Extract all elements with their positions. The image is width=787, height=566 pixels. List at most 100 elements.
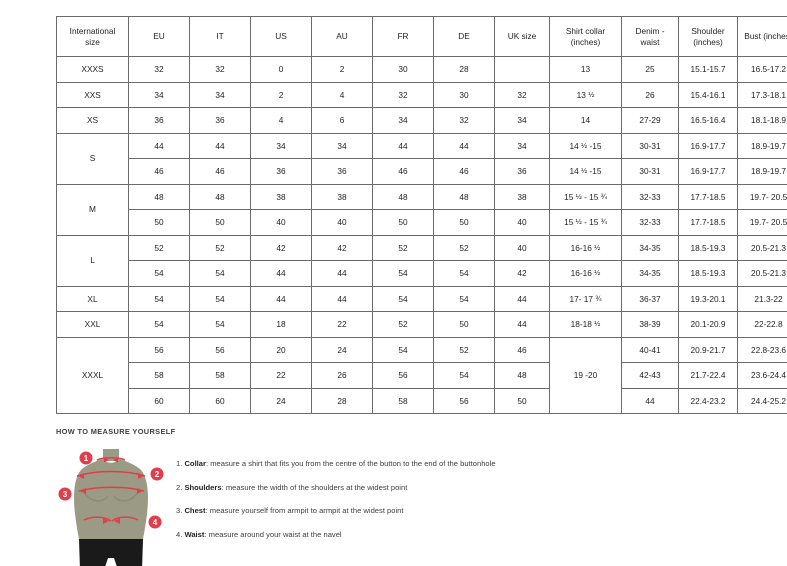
- cell-denim: 38-39: [621, 311, 679, 338]
- cell-uk: 50: [494, 387, 550, 414]
- cell-us: 2: [250, 81, 312, 108]
- cell-de: 52: [433, 234, 495, 261]
- cell-de: 46: [433, 158, 495, 185]
- cell-it: 48: [189, 183, 251, 210]
- table-row: XXXL 56 56 20 24 54 52 46 19 -20 40-41 20.9-21.7 22…: [56, 336, 787, 414]
- cell-shirt-collar: 16-16 ½: [549, 234, 622, 261]
- size-table-container: International size EU IT US AU FR DE UK …: [56, 16, 787, 414]
- step-number: 4.: [176, 529, 185, 539]
- cell-uk: 34: [494, 107, 550, 134]
- cell-us: 18: [250, 311, 312, 338]
- cell-bust: 23.6-24.4: [737, 362, 787, 389]
- cell-it: 50: [189, 209, 251, 236]
- fraction-glyph: ½: [581, 140, 588, 150]
- step-number: 1.: [176, 459, 185, 468]
- header-line-1: Shoulder: [691, 26, 725, 37]
- column-header-it: IT: [189, 16, 251, 57]
- cell-shoulder: 20.1-20.9: [678, 311, 738, 338]
- cell-de: 30: [433, 81, 495, 108]
- fraction-glyph: ¾: [600, 217, 607, 227]
- cell-au: 28: [311, 387, 373, 414]
- cell-us: 44: [250, 285, 312, 312]
- cell-shoulder: 16.9-17.7: [678, 132, 738, 159]
- cell-bust: 21.3-22: [737, 285, 787, 312]
- cell-fr: 54: [372, 336, 434, 363]
- cell-uk: 38: [494, 183, 550, 210]
- cell-de: 50: [433, 311, 495, 338]
- fraction-glyph: ½: [588, 89, 595, 99]
- cell-international-size: S: [56, 132, 129, 185]
- column-header-de: DE: [433, 16, 495, 57]
- chest-contour-right: [113, 491, 139, 502]
- step-number: 3.: [176, 506, 185, 516]
- cell-shirt-collar: 19 -20: [549, 336, 622, 414]
- cell-shirt-collar: 14 ½ -15: [549, 158, 622, 185]
- cell-international-size: XXXL: [56, 336, 129, 414]
- cell-uk: 34: [494, 132, 550, 159]
- step-text: : measure the width of the shoulders at …: [221, 482, 408, 492]
- table-row: 58 58 22 26 56 54 48 42-43 21.7-22.4 23.6-24.4: [57, 362, 787, 389]
- cell-eu: 56: [128, 336, 190, 363]
- cell-de: 54: [433, 260, 495, 287]
- cell-us: 36: [250, 158, 312, 185]
- cell-de: 48: [433, 183, 495, 210]
- cell-it: 46: [189, 158, 251, 185]
- table-row: XXL 54 54 18 22 52 50 44 18-18 ½ 38-39 20.1-20.9 22…: [56, 311, 787, 338]
- cell-fr: 44: [372, 132, 434, 159]
- cell-au: 44: [311, 285, 373, 312]
- cell-bust: 20.5-21.3: [737, 260, 787, 287]
- fraction-glyph: ½: [575, 191, 582, 201]
- step-text: : measure around your waist at the navel: [204, 529, 342, 539]
- cell-denim: 30-31: [621, 158, 679, 185]
- header-row: International size EU IT US AU FR DE UK …: [56, 16, 787, 57]
- cell-eu: 54: [128, 311, 190, 338]
- cell-fr: 48: [372, 183, 434, 210]
- chest-arrow-left: [80, 488, 86, 494]
- cell-shoulder: 22.4-23.2: [678, 387, 738, 414]
- cell-it: 44: [189, 132, 251, 159]
- fraction-glyph: ½: [575, 217, 582, 227]
- cell-eu: 46: [128, 158, 190, 185]
- cell-fr: 32: [372, 81, 434, 108]
- cell-uk: 46: [494, 336, 550, 363]
- step-text: : measure a shirt that fits you from the…: [205, 459, 496, 468]
- shoulders-arrow-left: [78, 473, 84, 479]
- cell-it: 36: [189, 107, 251, 134]
- cell-au: 2: [311, 56, 373, 83]
- cell-bust: 19.7- 20.5: [737, 183, 787, 210]
- cell-eu: 54: [128, 285, 190, 312]
- cell-us: 44: [250, 260, 312, 287]
- cell-shoulder: 21.7-22.4: [678, 362, 738, 389]
- cell-shirt-collar: 13 ½: [549, 81, 622, 108]
- header-line-2: size: [85, 36, 100, 47]
- cell-fr: 54: [372, 285, 434, 312]
- cell-au: 44: [311, 260, 373, 287]
- cell-shirt-collar: 17- 17 ¾: [549, 285, 622, 312]
- marker-3-label: 3: [63, 490, 68, 499]
- table-row: 46 46 36 36 46 46 36 14 ½ -15 30-31 16.9-17.7 18.9…: [57, 158, 787, 185]
- column-header-eu: EU: [128, 16, 190, 57]
- cell-denim: 42-43: [621, 362, 679, 389]
- cell-uk: [494, 56, 550, 83]
- step-term: Waist: [184, 529, 205, 539]
- cell-de: 32: [433, 107, 495, 134]
- step-term: Collar: [184, 459, 206, 468]
- header-line-1: Denim -: [635, 26, 665, 37]
- fraction-glyph: ½: [594, 319, 601, 329]
- cell-shirt-collar: 16-16 ½: [549, 260, 622, 287]
- cell-eu: 52: [128, 234, 190, 261]
- cell-international-size: M: [56, 183, 129, 236]
- table-row: 54 54 44 44 54 54 42 16-16 ½ 34-35 18.5-19.3 20.5-…: [57, 260, 787, 287]
- cell-international-size: XS: [56, 107, 129, 134]
- torso-shape: [74, 459, 148, 542]
- cell-us: 34: [250, 132, 312, 159]
- column-header-shoulder: Shoulder (inches): [678, 16, 738, 57]
- cell-us: 22: [250, 362, 312, 389]
- step-term: Shoulders: [184, 482, 222, 492]
- cell-fr: 52: [372, 234, 434, 261]
- cell-shoulder: 18.5-19.3: [678, 234, 738, 261]
- table-row: XS 36 36 4 6 34 32 34 14 27-29 16.5-16.4 18.1-18.9: [56, 107, 787, 134]
- cell-bust: 16.5-17.2: [737, 56, 787, 83]
- cell-au: 4: [311, 81, 373, 108]
- marker-2-circle: [150, 467, 164, 481]
